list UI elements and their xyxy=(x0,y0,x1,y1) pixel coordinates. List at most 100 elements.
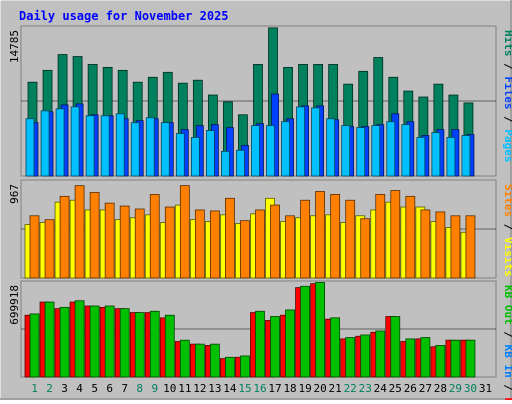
bar-sites-3 xyxy=(59,195,70,279)
bar-pages-3 xyxy=(55,108,65,177)
x-tick-label: 5 xyxy=(91,382,98,395)
bar-pages-23 xyxy=(356,127,366,177)
bar-sites-27 xyxy=(420,209,431,279)
legend-item: KB In xyxy=(502,345,512,378)
x-tick-label: 31 xyxy=(479,382,492,395)
bar-sites-9 xyxy=(149,194,160,279)
bar-sites-4 xyxy=(74,185,85,279)
bar-pages-16 xyxy=(251,125,260,177)
legend-separator: / xyxy=(502,217,512,237)
x-tick-label: 28 xyxy=(434,382,447,395)
y-tick-label: 699918 xyxy=(8,285,21,325)
x-tick-label: 22 xyxy=(344,382,357,395)
bar-pages-13 xyxy=(205,130,215,177)
x-tick-label: 8 xyxy=(136,382,143,395)
bar-pages-27 xyxy=(416,137,426,177)
x-tick-label: 24 xyxy=(374,382,388,395)
x-tick-label: 18 xyxy=(283,382,296,395)
x-tick-label: 20 xyxy=(314,382,327,395)
bar-kb-out-13 xyxy=(209,343,220,378)
legend-item: Files xyxy=(502,76,512,109)
x-tick-label: 16 xyxy=(253,382,266,395)
bar-kb-out-1 xyxy=(29,313,40,378)
bar-pages-5 xyxy=(85,115,95,177)
x-tick-label: 25 xyxy=(389,382,402,395)
bar-kb-out-2 xyxy=(44,301,55,378)
panel-hits-files-pages: 14785 Hits / Files / Pages xyxy=(8,25,512,177)
bar-sites-1 xyxy=(29,215,40,279)
bar-pages-18 xyxy=(281,121,290,177)
bar-kb-out-7 xyxy=(119,308,130,378)
bar-kb-out-18 xyxy=(285,309,295,378)
bar-kb-out-30 xyxy=(465,339,476,378)
bar-sites-26 xyxy=(405,195,416,279)
bar-kb-out-17 xyxy=(270,316,280,378)
legend-separator: / xyxy=(502,110,512,130)
x-tick-label: 1 xyxy=(31,382,38,395)
bar-kb-out-14 xyxy=(225,356,235,378)
bar-kb-out-16 xyxy=(255,310,265,378)
bar-kb-out-20 xyxy=(315,281,326,378)
bar-kb-out-22 xyxy=(345,337,356,378)
bar-pages-21 xyxy=(326,118,336,177)
bar-sites-24 xyxy=(375,194,386,279)
bar-kb-out-29 xyxy=(450,339,461,378)
bar-pages-11 xyxy=(175,133,185,177)
legend-separator: / xyxy=(502,378,512,398)
bar-sites-22 xyxy=(345,199,356,279)
bar-kb-out-25 xyxy=(390,316,401,378)
bar-sites-5 xyxy=(89,192,100,279)
chart-title: Daily usage for November 2025 xyxy=(19,9,229,23)
x-tick-label: 14 xyxy=(223,382,237,395)
x-tick-label: 9 xyxy=(151,382,158,395)
bar-kb-out-10 xyxy=(164,314,175,378)
bar-kb-out-15 xyxy=(240,355,250,378)
bar-kb-out-19 xyxy=(300,285,310,378)
bar-pages-15 xyxy=(236,149,245,177)
x-tick-label: 19 xyxy=(298,382,311,395)
x-tick-label: 13 xyxy=(208,382,221,395)
bar-sites-6 xyxy=(104,202,115,279)
legend-item: KB Out xyxy=(502,285,512,325)
bar-pages-24 xyxy=(371,125,381,177)
x-tick-label: 17 xyxy=(268,382,281,395)
bar-pages-7 xyxy=(115,113,125,177)
bar-sites-17 xyxy=(270,204,280,279)
bar-kb-out-11 xyxy=(179,339,190,378)
x-tick-label: 23 xyxy=(359,382,372,395)
legend-item: Visits xyxy=(502,237,512,277)
bar-pages-1 xyxy=(25,118,35,177)
legend-separator: / xyxy=(502,325,512,345)
bar-pages-30 xyxy=(461,135,471,177)
x-tick-label: 21 xyxy=(329,382,342,395)
bar-sites-25 xyxy=(390,190,401,279)
x-tick-label: 26 xyxy=(404,382,417,395)
bar-kb-out-6 xyxy=(104,305,115,378)
y-tick-label: 967 xyxy=(8,184,21,204)
bar-sites-16 xyxy=(255,209,265,279)
x-tick-label: 30 xyxy=(464,382,477,395)
bar-sites-15 xyxy=(240,220,250,279)
x-tick-label: 29 xyxy=(449,382,462,395)
bar-kb-out-3 xyxy=(59,306,70,378)
bar-kb-out-23 xyxy=(360,334,371,378)
x-tick-label: 10 xyxy=(163,382,176,395)
bar-pages-10 xyxy=(160,122,170,177)
bar-pages-17 xyxy=(266,125,275,177)
bar-kb-out-21 xyxy=(330,317,341,378)
bar-sites-23 xyxy=(360,218,371,279)
bar-sites-18 xyxy=(285,215,295,279)
x-tick-label: 3 xyxy=(61,382,68,395)
bar-pages-28 xyxy=(431,132,441,177)
bar-sites-12 xyxy=(194,209,205,279)
bar-kb-out-9 xyxy=(149,310,160,378)
x-tick-label: 15 xyxy=(238,382,251,395)
legend: Hits / Files / Pages xyxy=(502,30,512,163)
x-tick-label: 6 xyxy=(106,382,113,395)
bar-kb-out-27 xyxy=(420,337,431,378)
x-tick-label: 2 xyxy=(46,382,53,395)
bar-kb-out-4 xyxy=(74,300,85,378)
bar-sites-2 xyxy=(44,219,55,279)
bar-kb-out-28 xyxy=(435,345,446,378)
